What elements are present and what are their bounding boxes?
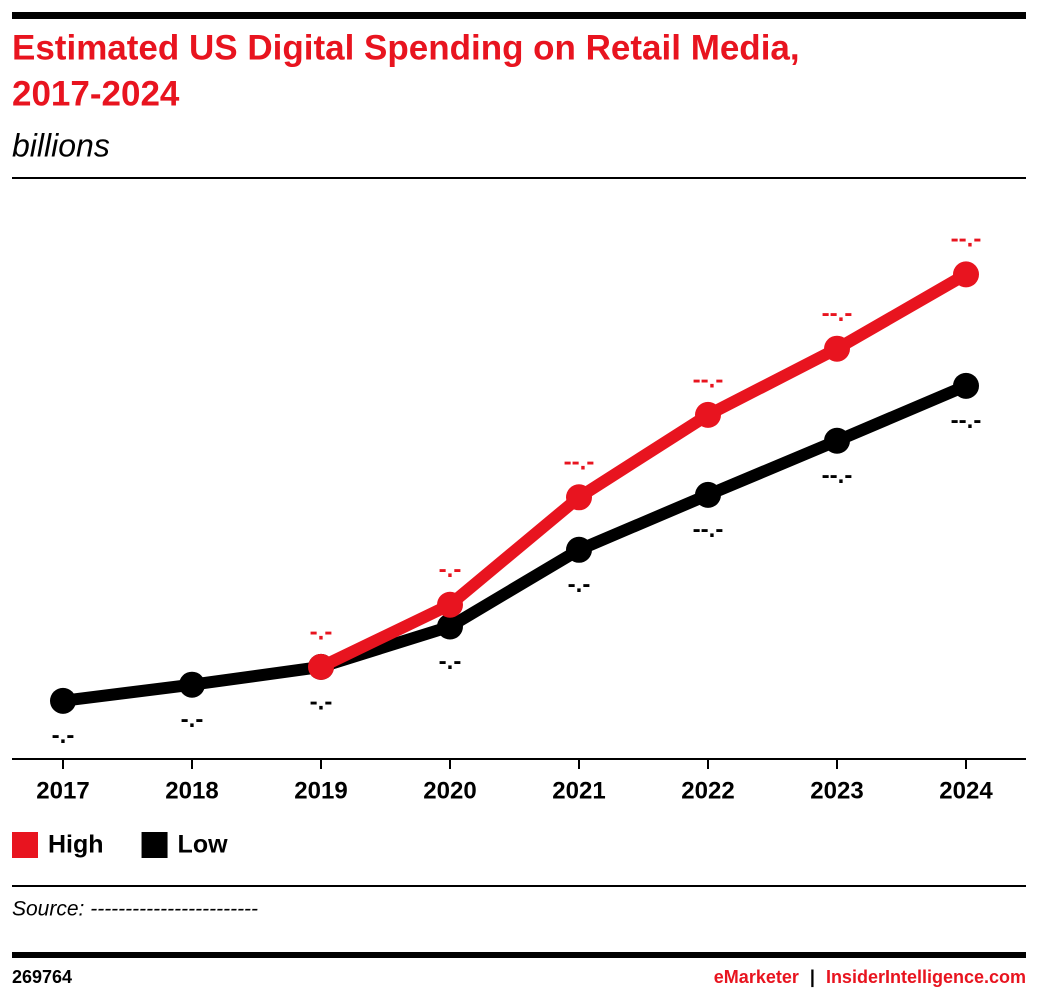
footer-brand: eMarketer | InsiderIntelligence.com xyxy=(714,967,1026,987)
data-point xyxy=(695,401,721,428)
data-point xyxy=(695,481,721,508)
footer-brand-name: eMarketer xyxy=(714,967,799,987)
chart-title-line2: 2017-2024 xyxy=(12,74,180,113)
x-tick-label: 2017 xyxy=(36,777,89,804)
footer-site: InsiderIntelligence.com xyxy=(826,967,1026,987)
data-point xyxy=(566,484,592,511)
data-label: --.- xyxy=(951,407,982,434)
data-point xyxy=(824,335,850,362)
data-point xyxy=(179,671,205,698)
legend-swatch xyxy=(12,832,38,858)
data-point xyxy=(308,653,334,680)
series-line xyxy=(318,269,969,673)
x-tick-label: 2018 xyxy=(165,777,218,804)
data-label: -.- xyxy=(181,706,204,733)
data-label: --.- xyxy=(693,366,724,393)
legend-swatch xyxy=(141,832,168,858)
data-point xyxy=(824,427,850,454)
data-label: --.- xyxy=(822,462,853,489)
series-line xyxy=(62,380,969,707)
data-label: -.- xyxy=(52,722,75,749)
chart-subtitle: billions xyxy=(12,127,110,163)
x-tick-label: 2022 xyxy=(681,777,734,804)
legend-label: High xyxy=(48,831,104,859)
data-label: --.- xyxy=(951,226,982,253)
data-label: --.- xyxy=(822,300,853,327)
source-note: Source: ------------------------ xyxy=(12,898,258,921)
data-label: -.- xyxy=(310,618,333,645)
bottom-bar xyxy=(12,952,1026,958)
x-tick-label: 2021 xyxy=(552,777,605,804)
data-point xyxy=(50,687,76,714)
data-label: --.- xyxy=(693,516,724,543)
footer-id: 269764 xyxy=(12,967,72,987)
data-label: -.- xyxy=(439,648,462,675)
x-tick-label: 2023 xyxy=(810,777,863,804)
x-tick-label: 2020 xyxy=(423,777,476,804)
data-point xyxy=(953,261,979,288)
x-tick-label: 2019 xyxy=(294,777,347,804)
data-label: --.- xyxy=(564,449,595,476)
data-label: -.- xyxy=(310,688,333,715)
x-tick-label: 2024 xyxy=(939,777,993,804)
legend-label: Low xyxy=(178,831,229,859)
data-label: -.- xyxy=(439,556,462,583)
footer-separator: | xyxy=(810,967,815,987)
data-point xyxy=(437,591,463,618)
chart-title: Estimated US Digital Spending on Retail … xyxy=(12,28,800,67)
data-point xyxy=(566,536,592,563)
top-bar xyxy=(12,12,1026,19)
data-point xyxy=(437,613,463,640)
data-point xyxy=(953,372,979,399)
data-label: -.- xyxy=(568,571,591,598)
